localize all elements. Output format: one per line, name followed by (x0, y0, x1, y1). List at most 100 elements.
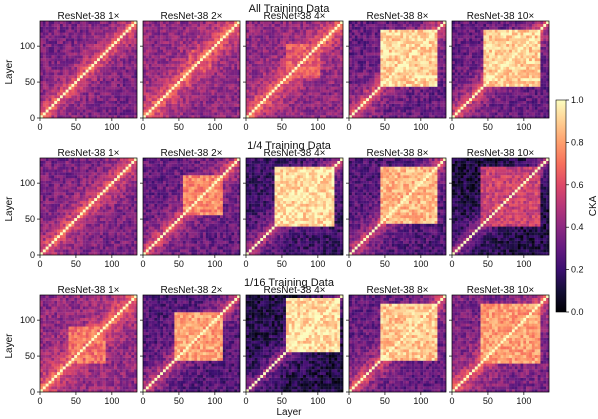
heatmap-cell (74, 83, 78, 87)
heatmap-cell (274, 26, 278, 30)
heatmap-cell (257, 29, 261, 33)
heatmap-cell (151, 69, 155, 73)
heatmap-cell (88, 95, 92, 99)
heatmap-cell (111, 40, 115, 44)
heatmap-cell (122, 78, 126, 82)
heatmap-cell (65, 106, 69, 110)
heatmap-cell (334, 98, 338, 102)
heatmap-cell (62, 95, 66, 99)
heatmap-cell (102, 106, 106, 110)
heatmap-cell (191, 112, 195, 116)
heatmap-cell (119, 100, 123, 104)
heatmap-cell (117, 78, 121, 82)
heatmap-cell (411, 49, 415, 53)
heatmap-cell (268, 29, 272, 33)
heatmap-cell (386, 112, 390, 116)
heatmap-panel: ResNet-38 2×0 50 100 (140, 11, 241, 132)
heatmap-cell (428, 115, 432, 119)
heatmap-cell (105, 55, 109, 59)
heatmap-cell (222, 86, 226, 90)
heatmap-cell (194, 95, 198, 99)
heatmap-cell (277, 63, 281, 67)
heatmap-cell (325, 40, 329, 44)
heatmap-cell (251, 40, 255, 44)
heatmap-cell (42, 115, 46, 119)
heatmap-cell (168, 100, 172, 104)
heatmap-cell (308, 40, 312, 44)
heatmap-cell (403, 29, 407, 33)
heatmap-cell (454, 80, 458, 84)
heatmap-cell (263, 32, 267, 36)
heatmap-cell (411, 46, 415, 50)
heatmap-cell (357, 109, 361, 113)
heatmap-cell (74, 46, 78, 50)
heatmap-cell (420, 49, 424, 53)
heatmap-cell (285, 72, 289, 76)
heatmap-cell (300, 63, 304, 67)
heatmap-cell (185, 26, 189, 30)
heatmap-cell (82, 112, 86, 116)
heatmap-cell (280, 92, 284, 96)
heatmap-cell (185, 100, 189, 104)
heatmap-cell (40, 60, 43, 64)
heatmap-cell (454, 92, 458, 96)
heatmap-cell (182, 115, 186, 119)
heatmap-cell (191, 95, 195, 99)
heatmap-cell (317, 66, 321, 70)
heatmap-cell (294, 63, 298, 67)
heatmap-cell (91, 60, 95, 64)
heatmap-cell (466, 75, 470, 79)
heatmap-cell (285, 49, 289, 53)
heatmap-cell (403, 115, 407, 119)
heatmap-cell (160, 72, 164, 76)
heatmap-cell (71, 69, 75, 73)
heatmap-cell (71, 35, 75, 39)
heatmap-cell (260, 55, 264, 59)
x-tick-label: 100 (104, 122, 119, 132)
heatmap-cell (331, 86, 335, 90)
heatmap-cell (357, 26, 361, 30)
heatmap-cell (246, 49, 249, 53)
heatmap-cell (406, 40, 410, 44)
heatmap-cell (40, 100, 43, 104)
heatmap-cell (417, 75, 421, 79)
heatmap-cell (305, 60, 309, 64)
heatmap-cell (371, 21, 375, 24)
heatmap-cell (200, 35, 204, 39)
heatmap-cell (71, 80, 75, 84)
heatmap-cell (403, 75, 407, 79)
heatmap-cell (469, 23, 473, 27)
heatmap-cell (426, 86, 430, 90)
heatmap-cell (363, 63, 367, 67)
heatmap-cell (268, 52, 272, 56)
heatmap-cell (134, 72, 138, 76)
heatmap-cell (194, 92, 198, 96)
heatmap-cell (145, 109, 149, 113)
heatmap-cell (234, 23, 238, 27)
heatmap-cell (220, 52, 224, 56)
heatmap-cell (271, 109, 275, 113)
heatmap-cell (59, 92, 63, 96)
heatmap-cell (160, 89, 164, 93)
heatmap-cell (62, 75, 66, 79)
heatmap-cell (197, 43, 201, 47)
heatmap-cell (323, 40, 327, 44)
heatmap-cell (202, 86, 206, 90)
heatmap-cell (271, 66, 275, 70)
heatmap-cell (354, 80, 358, 84)
heatmap-cell (360, 35, 364, 39)
heatmap-cell (280, 32, 284, 36)
heatmap-cell (383, 43, 387, 47)
heatmap-cell (440, 83, 444, 87)
heatmap-cell (251, 35, 255, 39)
heatmap-cell (168, 106, 172, 110)
heatmap-cell (191, 66, 195, 70)
heatmap-cell (131, 66, 135, 70)
heatmap-cell (125, 23, 129, 27)
heatmap-cell (182, 49, 186, 53)
heatmap-cell (463, 63, 467, 67)
heatmap-cell (128, 100, 132, 104)
heatmap-cell (257, 86, 261, 90)
heatmap-cell (280, 29, 284, 33)
heatmap-cell (177, 21, 181, 24)
